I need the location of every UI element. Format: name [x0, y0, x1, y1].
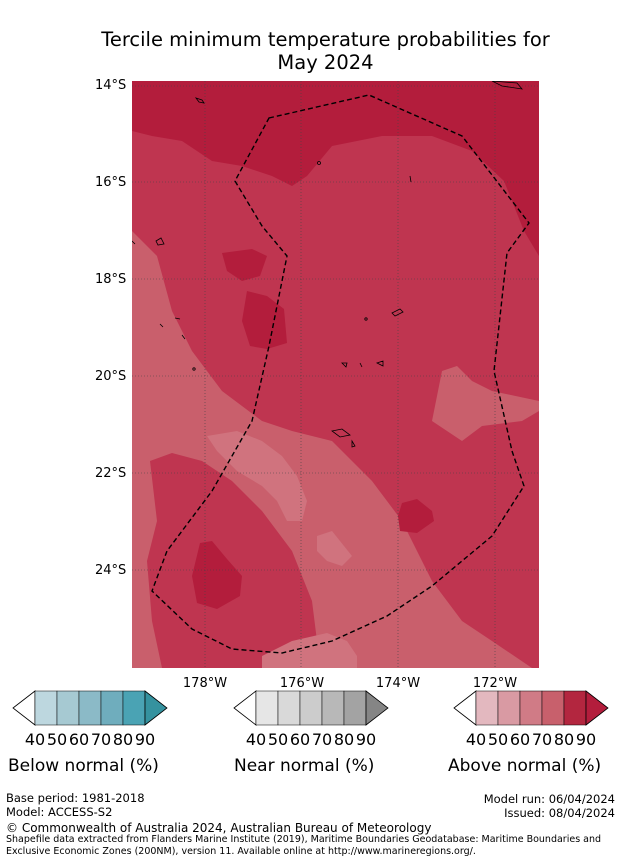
colorbar-segment	[277, 690, 301, 726]
colorbar-high-extend	[365, 690, 389, 726]
cb-near-label: 50	[267, 730, 289, 749]
region-80-patch-4	[192, 541, 242, 609]
model-run: Model run: 06/04/2024	[483, 792, 615, 806]
title-line-2: May 2024	[277, 51, 374, 74]
colorbar-low-extend	[12, 690, 36, 726]
colorbar-segment	[563, 690, 587, 726]
cb-above-label: 90	[575, 730, 597, 749]
title-line-1: Tercile minimum temperature probabilitie…	[101, 28, 550, 51]
region-80-patch-3	[398, 499, 434, 533]
colorbar-near-normal	[233, 690, 389, 726]
base-period: Base period: 1981-2018	[6, 791, 145, 805]
colorbar-segment	[497, 690, 521, 726]
shapefile-credit-line-1: Shapefile data extracted from Flanders M…	[6, 834, 602, 845]
colorbar-low-extend	[453, 690, 477, 726]
lon-tick-178w: 178°W	[182, 676, 228, 691]
colorbar-segment	[299, 690, 323, 726]
shapefile-credit: Shapefile data extracted from Flanders M…	[6, 834, 606, 858]
cb-near-label: 60	[289, 730, 311, 749]
lon-tick-174w: 174°W	[375, 676, 421, 691]
cb-near-label: 80	[333, 730, 355, 749]
region-60-right	[432, 366, 539, 441]
colorbar-segment	[56, 690, 80, 726]
lat-tick-16s: 16°S	[95, 175, 127, 190]
cb-below-label: 50	[46, 730, 68, 749]
cb-near-label: 90	[355, 730, 377, 749]
cb-below-label: 40	[24, 730, 46, 749]
colorbar-segment	[34, 690, 58, 726]
colorbar-segment	[255, 690, 279, 726]
cb-below-label: 90	[134, 730, 156, 749]
colorbar-above-labels: 40 50 60 70 80 90	[465, 730, 597, 749]
region-50-south	[317, 531, 352, 566]
lon-tick-176w: 176°W	[279, 676, 325, 691]
issued-date: Issued: 08/04/2024	[504, 806, 615, 820]
islands	[132, 81, 523, 448]
colorbar-near-title: Near normal (%)	[234, 756, 375, 776]
colorbar-below-title: Below normal (%)	[8, 756, 159, 776]
colorbar-near-labels: 40 50 60 70 80 90	[245, 730, 377, 749]
colorbar-high-extend	[585, 690, 609, 726]
model-name: Model: ACCESS-S2	[6, 805, 113, 819]
colorbar-below-normal	[12, 690, 168, 726]
colorbar-segment	[100, 690, 124, 726]
lat-tick-18s: 18°S	[95, 272, 127, 287]
lon-tick-172w: 172°W	[472, 676, 518, 691]
lat-tick-24s: 24°S	[95, 563, 127, 578]
region-80-patch-2	[242, 291, 287, 349]
cb-above-label: 40	[465, 730, 487, 749]
cb-below-label: 70	[90, 730, 112, 749]
probability-map	[132, 81, 539, 668]
colorbar-below-labels: 40 50 60 70 80 90	[24, 730, 156, 749]
cb-near-label: 40	[245, 730, 267, 749]
colorbar-segment	[321, 690, 345, 726]
shapefile-credit-line-2: Exclusive Economic Zones (200NM), versio…	[6, 846, 476, 857]
eez-boundary	[151, 94, 530, 654]
cb-above-label: 80	[553, 730, 575, 749]
colorbar-segment	[343, 690, 367, 726]
colorbar-segment	[541, 690, 565, 726]
region-80-patch-1	[222, 249, 267, 281]
cb-below-label: 60	[68, 730, 90, 749]
region-50-bottom	[262, 633, 357, 668]
colorbar-segment	[475, 690, 499, 726]
lat-tick-14s: 14°S	[95, 78, 127, 93]
region-70-lower-left	[147, 453, 317, 668]
region-50-center	[207, 431, 307, 521]
cb-above-label: 50	[487, 730, 509, 749]
lat-tick-20s: 20°S	[95, 369, 127, 384]
colorbar-segment	[122, 690, 146, 726]
chart-title: Tercile minimum temperature probabilitie…	[0, 28, 621, 74]
cb-below-label: 80	[112, 730, 134, 749]
colorbar-above-normal	[453, 690, 609, 726]
cb-near-label: 70	[311, 730, 333, 749]
colorbar-high-extend	[144, 690, 168, 726]
cb-above-label: 70	[531, 730, 553, 749]
copyright: © Commonwealth of Australia 2024, Austra…	[6, 821, 432, 835]
cb-above-label: 60	[509, 730, 531, 749]
colorbar-segment	[519, 690, 543, 726]
colorbar-segment	[78, 690, 102, 726]
colorbar-low-extend	[233, 690, 257, 726]
colorbar-above-title: Above normal (%)	[448, 756, 602, 776]
graticule	[132, 81, 539, 668]
lat-tick-22s: 22°S	[95, 466, 127, 481]
